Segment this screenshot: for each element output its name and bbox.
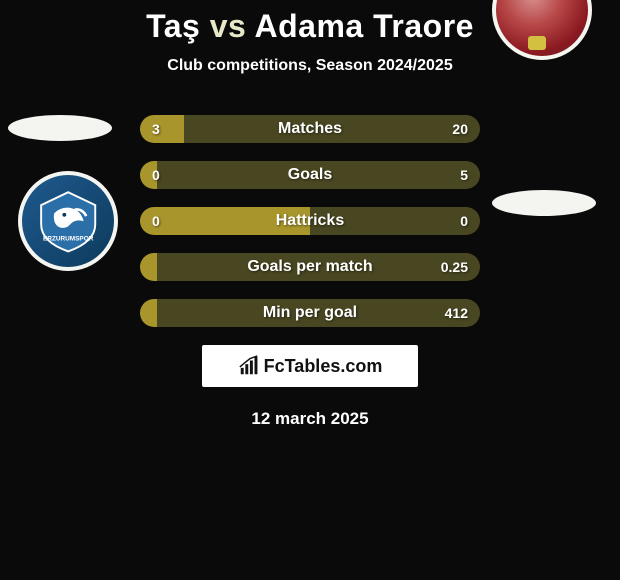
footer-date: 12 march 2025 [0,409,620,429]
stat-bar-row: 320Matches [140,115,480,143]
left-side-graphics: ERZURUMSPOR [8,115,128,271]
player1-name: Taş [146,8,200,44]
right-side-graphics [492,115,612,216]
right-ellipse [492,190,596,216]
stat-bars: 320Matches 05Goals 00Hattricks 0.25Goals pe… [140,115,480,327]
stats-area: ERZURUMSPOR 320Matches 05Goals 00Hattricks… [0,115,620,429]
stat-label: Matches [140,115,480,143]
svg-text:ERZURUMSPOR: ERZURUMSPOR [43,235,94,242]
left-ellipse [8,115,112,141]
subtitle: Club competitions, Season 2024/2025 [0,57,620,75]
player2-name: Adama Traore [255,8,474,44]
vs-separator: vs [210,8,247,44]
stat-bar-row: 05Goals [140,161,480,189]
club-logo-icon: ERZURUMSPOR [22,175,114,267]
stat-bar-row: 00Hattricks [140,207,480,235]
player-photo-icon [496,0,588,56]
stat-label: Goals per match [140,253,480,281]
watermark-text: FcTables.com [264,356,383,377]
right-player-photo [492,0,592,60]
stat-label: Goals [140,161,480,189]
stat-label: Min per goal [140,299,480,327]
stat-bar-row: 0.25Goals per match [140,253,480,281]
watermark: FcTables.com [202,345,418,387]
comparison-card: Taş vs Adama Traore Club competitions, S… [0,0,620,429]
stat-bar-row: 412Min per goal [140,299,480,327]
chart-icon [238,355,260,377]
stat-label: Hattricks [140,207,480,235]
left-club-badge: ERZURUMSPOR [18,171,118,271]
